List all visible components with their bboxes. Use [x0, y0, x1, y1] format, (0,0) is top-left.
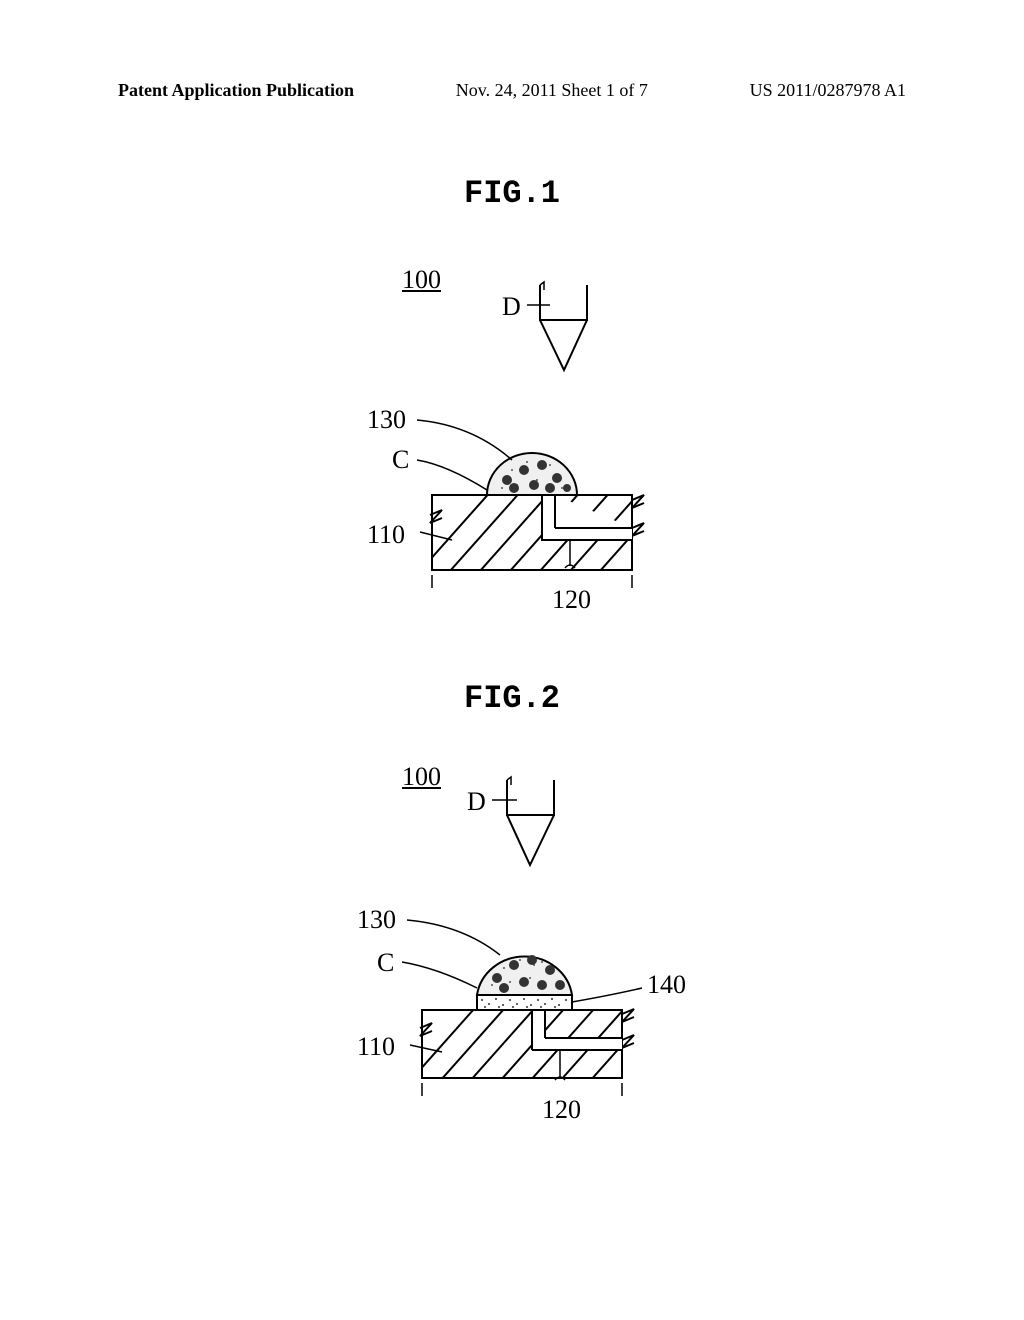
lead-line-130 [417, 420, 512, 460]
ref-c: C [377, 948, 394, 978]
header-publication: Patent Application Publication [118, 80, 354, 101]
fig2-label: FIG.2 [464, 680, 560, 717]
ref-c: C [392, 445, 409, 475]
header-date-sheet: Nov. 24, 2011 Sheet 1 of 7 [456, 80, 648, 101]
ref-100: 100 [402, 265, 441, 295]
fig1-drawing: 100 D 130 C 110 120 [292, 270, 732, 630]
lead-line-c [417, 460, 487, 490]
lead-line-110 [420, 532, 452, 540]
ref-120: 120 [542, 1095, 581, 1125]
ref-130: 130 [367, 405, 406, 435]
page-header: Patent Application Publication Nov. 24, … [0, 80, 1024, 101]
ref-d: D [502, 292, 521, 322]
ref-120: 120 [552, 585, 591, 615]
ref-110: 110 [367, 520, 405, 550]
header-patent-number: US 2011/0287978 A1 [750, 80, 906, 101]
lead-line-110 [410, 1045, 442, 1052]
lead-line-130 [407, 920, 500, 955]
ref-130: 130 [357, 905, 396, 935]
lead-line-c [402, 962, 477, 988]
dome-130 [487, 453, 577, 495]
ref-110: 110 [357, 1032, 395, 1062]
lead-line-140 [572, 988, 642, 1002]
layer-140 [477, 995, 572, 1010]
ref-d: D [467, 787, 486, 817]
dispenser-d [507, 777, 554, 865]
dome-130 [477, 955, 572, 995]
channel-120 [532, 1010, 622, 1050]
ref-100: 100 [402, 762, 441, 792]
ref-140: 140 [647, 970, 686, 1000]
fig2-drawing: 100 D 130 C 110 120 140 [282, 770, 742, 1140]
dispenser-d [540, 282, 587, 370]
fig1-label: FIG.1 [464, 175, 560, 212]
